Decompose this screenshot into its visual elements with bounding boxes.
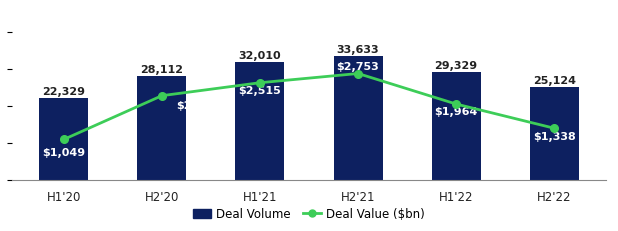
Bar <box>40 98 88 180</box>
Bar <box>235 63 284 180</box>
Text: $2,753: $2,753 <box>337 62 379 72</box>
Text: 29,329: 29,329 <box>434 61 478 70</box>
Text: $1,964: $1,964 <box>434 107 478 117</box>
Text: $2,180: $2,180 <box>177 100 219 110</box>
Bar <box>431 72 481 180</box>
Text: $2,515: $2,515 <box>239 86 281 96</box>
Text: 28,112: 28,112 <box>140 65 184 75</box>
Bar <box>334 57 383 180</box>
Text: 33,633: 33,633 <box>337 45 379 55</box>
Text: 22,329: 22,329 <box>43 86 85 96</box>
Text: 25,124: 25,124 <box>533 76 575 86</box>
Bar <box>530 88 578 180</box>
Legend: Deal Volume, Deal Value ($bn): Deal Volume, Deal Value ($bn) <box>188 203 430 225</box>
Text: $1,338: $1,338 <box>533 132 575 142</box>
Text: $1,049: $1,049 <box>42 148 85 158</box>
Text: 32,010: 32,010 <box>239 51 281 61</box>
Bar <box>137 77 187 180</box>
